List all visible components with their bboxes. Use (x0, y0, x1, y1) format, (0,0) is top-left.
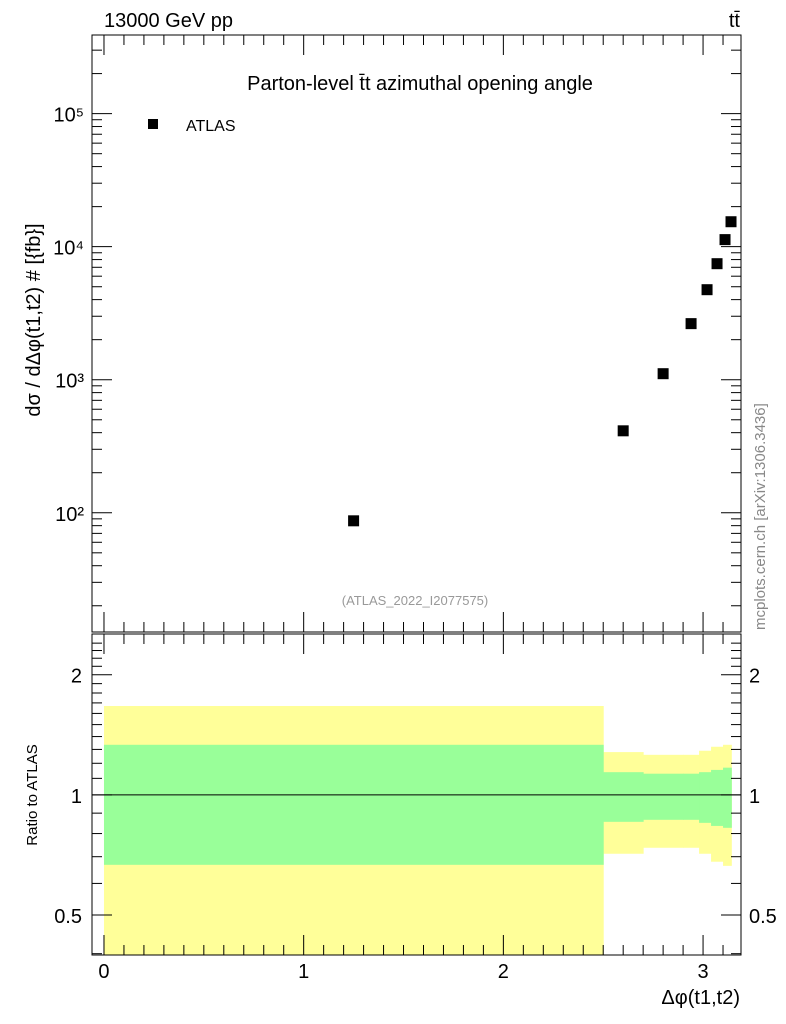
green-band-bin (711, 769, 724, 826)
y-axis-label: dσ / dΔφ(t1,t2) # [{fb}] (23, 223, 45, 416)
ratio-y-tick-label-right: 1 (749, 786, 760, 808)
green-band-bin (603, 772, 644, 822)
y-tick-label: 10⁵ (53, 105, 84, 127)
x-tick-label: 1 (298, 961, 309, 983)
y-tick-label: 10² (55, 504, 84, 526)
ratio-y-tick-label: 0.5 (54, 906, 82, 928)
green-band-bin (723, 767, 732, 828)
header-right: tt̄ (729, 10, 741, 32)
ratio-y-tick-label-right: 2 (749, 666, 760, 688)
data-point (719, 234, 731, 246)
green-band-bin (699, 772, 712, 823)
green-band-bin (683, 773, 700, 820)
y-tick-label: 10⁴ (53, 238, 84, 260)
x-tick-label: 0 (98, 961, 109, 983)
analysis-id: (ATLAS_2022_I2077575) (342, 593, 488, 608)
data-point (617, 425, 629, 437)
data-point (701, 284, 713, 296)
green-band-bin (103, 744, 604, 865)
ratio-y-tick-label: 1 (71, 786, 82, 808)
ratio-y-tick-label: 2 (71, 666, 82, 688)
x-tick-label: 2 (498, 961, 509, 983)
x-axis-label: Δφ(t1,t2) (661, 987, 740, 1009)
legend-marker (148, 119, 158, 129)
green-band-bin (643, 773, 684, 820)
data-point (725, 216, 737, 228)
legend-label: ATLAS (186, 118, 236, 135)
data-point (348, 515, 360, 527)
ratio-y-tick-label-right: 0.5 (749, 906, 777, 928)
data-point (711, 258, 723, 270)
data-point (685, 318, 697, 330)
ratio-y-label: Ratio to ATLAS (24, 744, 41, 845)
x-tick-label: 3 (697, 961, 708, 983)
data-point (657, 368, 669, 380)
header-left: 13000 GeV pp (104, 10, 233, 32)
main-frame (91, 34, 742, 633)
y-tick-label: 10³ (55, 371, 84, 393)
chart-title: Parton-level t̄t azimuthal opening angle (247, 73, 593, 95)
watermark: mcplots.cern.ch [arXiv:1306.3436] (752, 403, 769, 630)
